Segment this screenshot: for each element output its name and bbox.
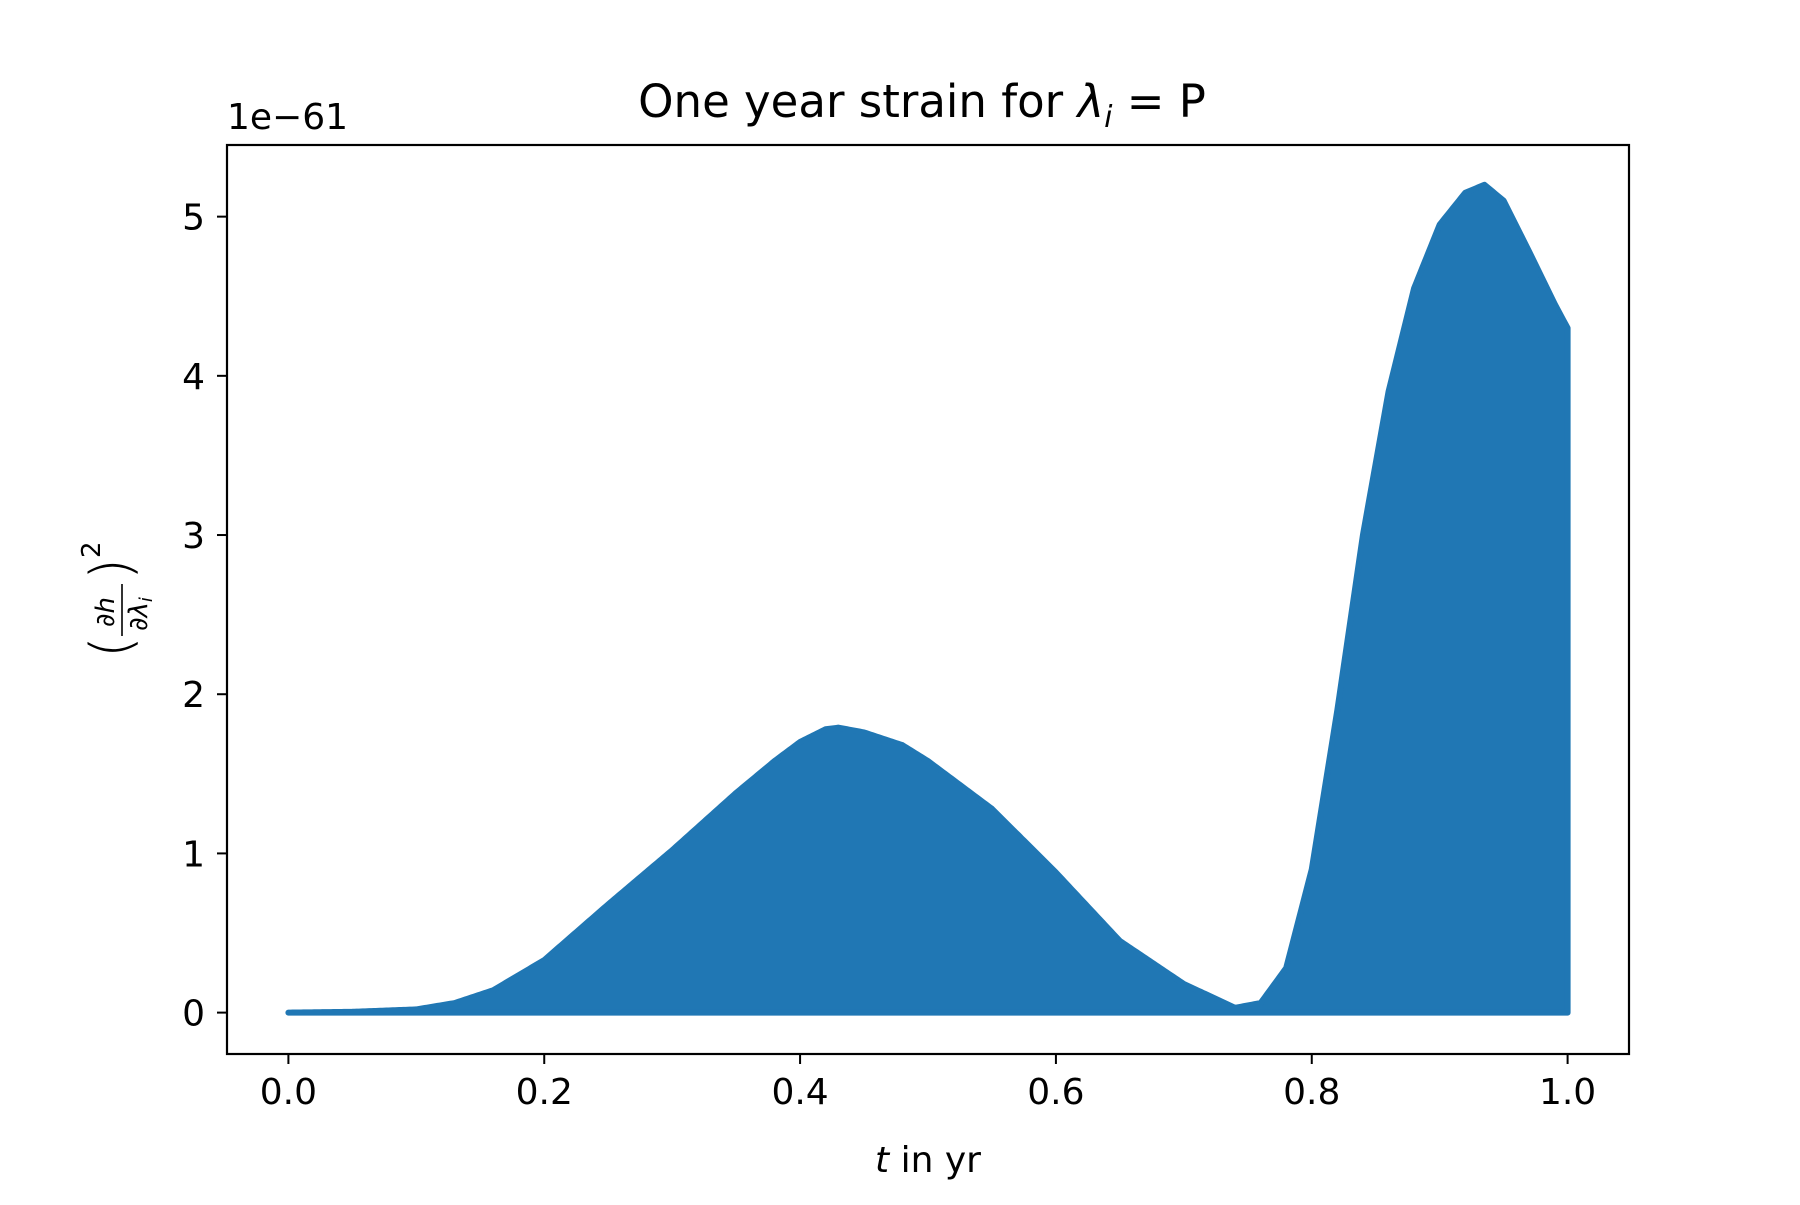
series-area-0: [285, 181, 1571, 1016]
y-tick-label: 3: [182, 516, 205, 557]
y-offset-text: 1e−61: [227, 97, 348, 138]
x-tick-label: 1.0: [1539, 1072, 1596, 1113]
y-tick-label: 2: [182, 675, 205, 716]
svg-text:): ): [79, 558, 144, 580]
svg-text:(: (: [79, 636, 144, 658]
x-tick-label: 0.2: [516, 1072, 573, 1113]
y-label-denominator: ∂λi: [124, 597, 157, 631]
plot-frame: [225, 143, 1631, 1056]
x-axis-label: t in yr: [875, 1140, 981, 1181]
data-layer: [285, 181, 1571, 1016]
y-tick-label: 4: [182, 357, 205, 398]
y-tick-label: 0: [182, 994, 205, 1035]
x-tick-label: 0.4: [771, 1072, 828, 1113]
y-label-numerator: ∂h: [91, 597, 121, 627]
y-axis: 0 1 2 3 4 5: [182, 198, 227, 1035]
x-tick-label: 0.8: [1283, 1072, 1340, 1113]
y-tick-label: 5: [182, 198, 205, 239]
x-axis: 0.0 0.2 0.4 0.6 0.8 1.0: [260, 1054, 1596, 1113]
y-axis-label: ( ∂h ∂λi ) 2: [77, 541, 157, 658]
x-tick-label: 0.0: [260, 1072, 317, 1113]
y-tick-label: 1: [182, 834, 205, 875]
y-label-power: 2: [77, 541, 107, 558]
x-tick-label: 0.6: [1027, 1072, 1084, 1113]
chart-title: One year strain for λi = P: [638, 75, 1206, 135]
